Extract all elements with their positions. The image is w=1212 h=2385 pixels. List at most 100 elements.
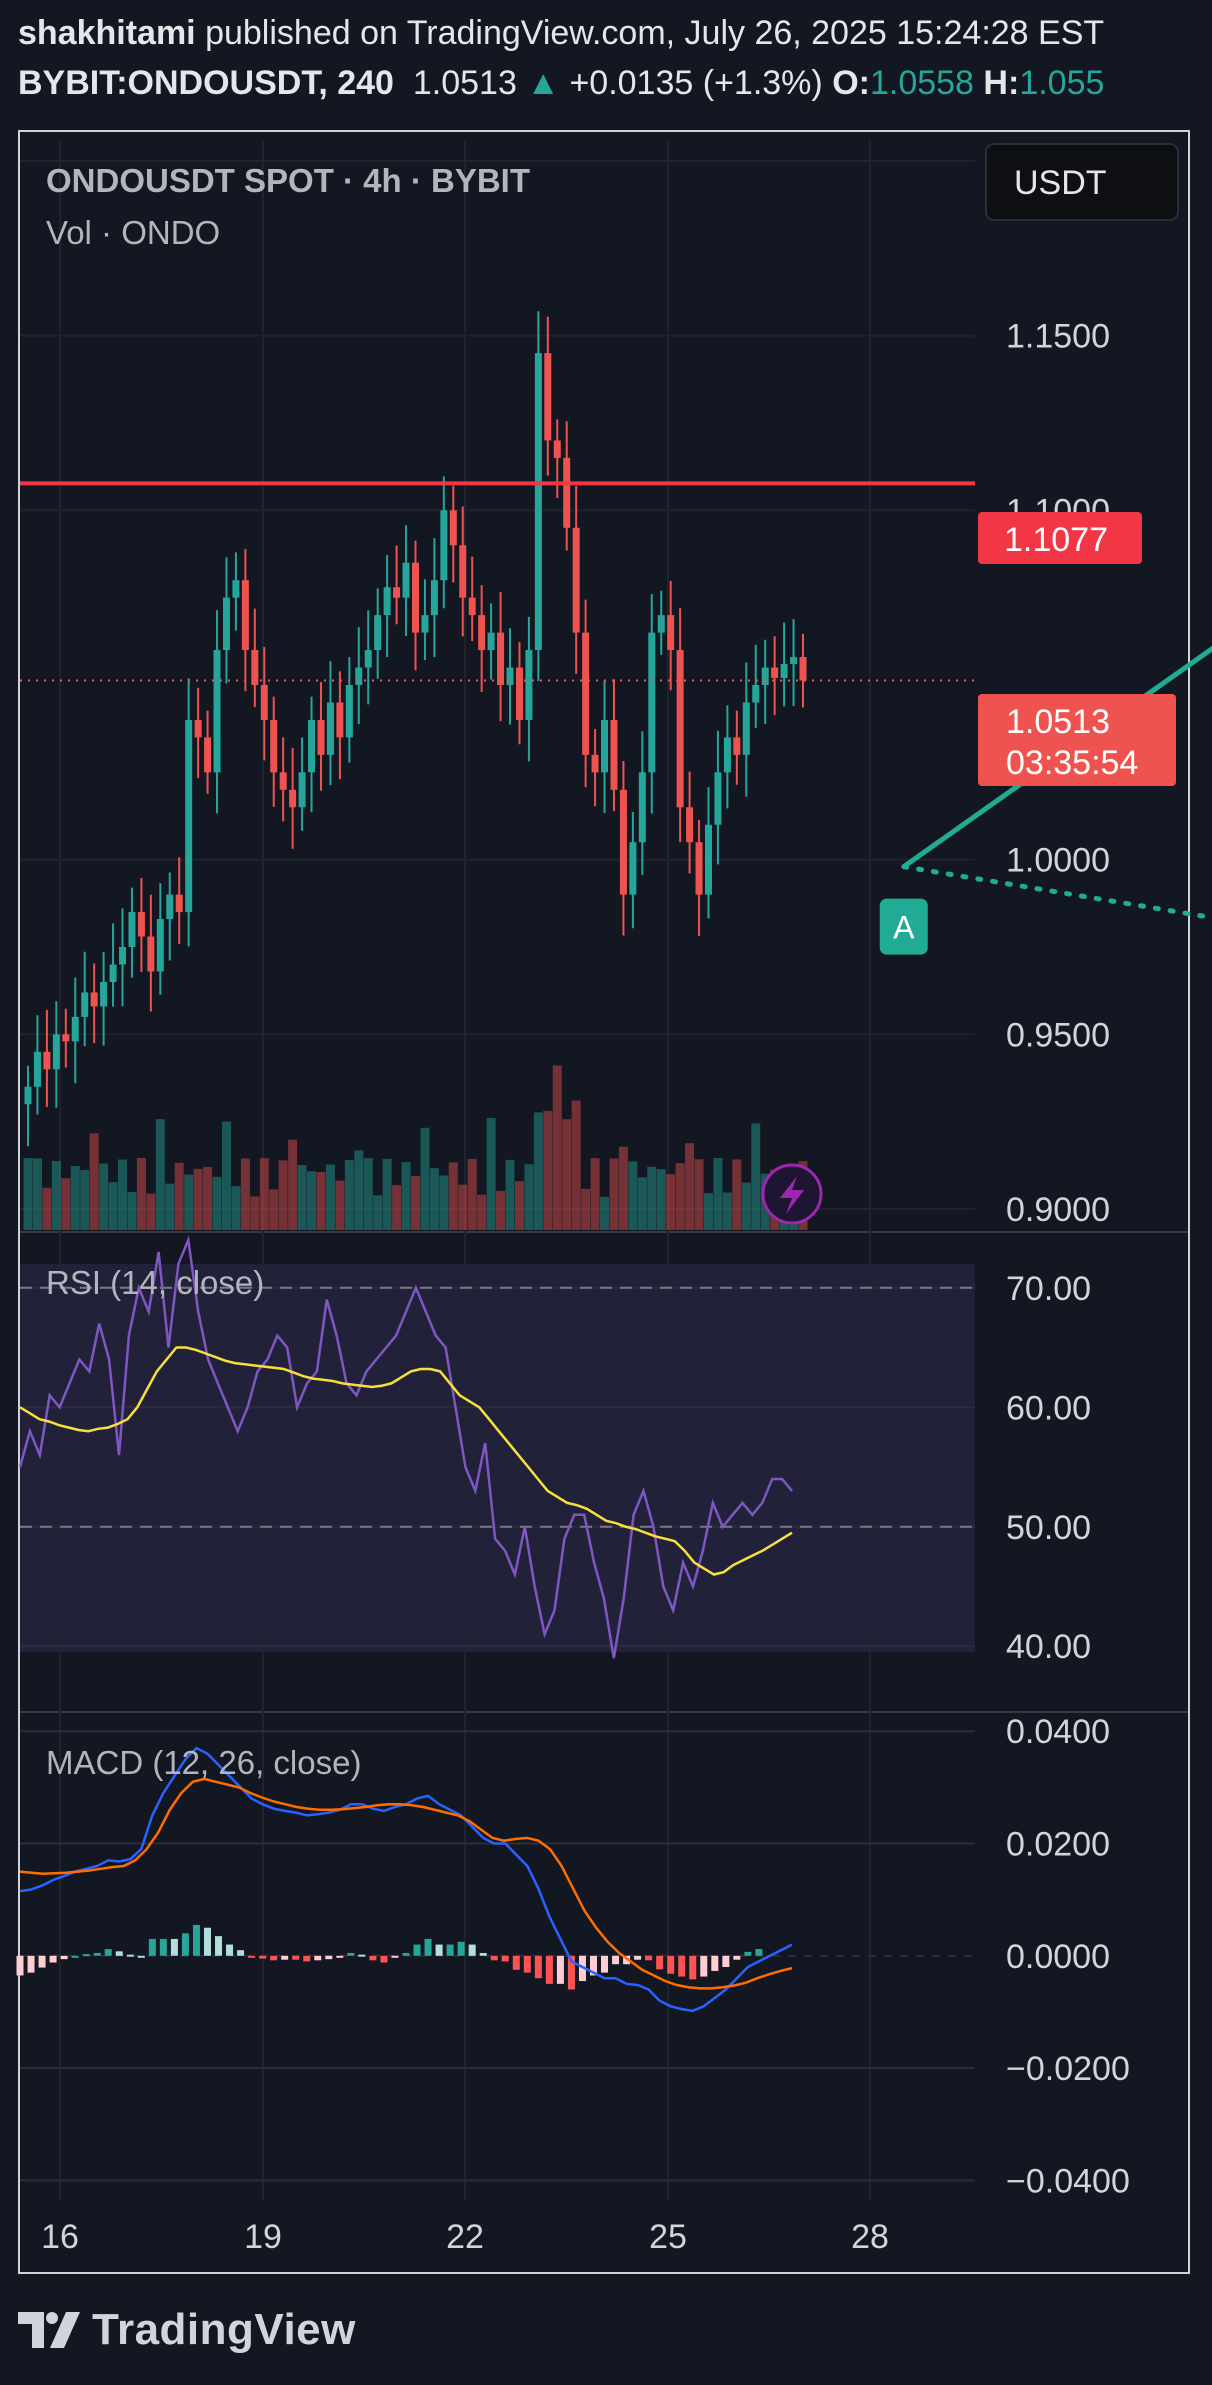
candle-body xyxy=(591,754,599,773)
currency-button[interactable] xyxy=(985,143,1179,221)
candle-body xyxy=(185,719,193,913)
volume-bar xyxy=(675,1163,685,1230)
macd-histogram-bar xyxy=(60,1955,68,1960)
currency-button-label: USDT xyxy=(1014,164,1107,202)
abcd-pattern[interactable]: ABCD1.320.752 xyxy=(879,206,1212,1127)
macd-histogram-bar xyxy=(722,1955,730,1968)
open-value: 1.0558 xyxy=(869,64,974,102)
volume-bar xyxy=(316,1172,326,1230)
time-tick-label: 16 xyxy=(41,2218,79,2256)
macd-tick-label: −0.0400 xyxy=(1006,2162,1130,2200)
high-value: 1.055 xyxy=(1019,64,1105,102)
candle-body xyxy=(33,1051,41,1087)
volume-bar xyxy=(411,1175,420,1230)
price-axis[interactable]: 0.90000.95001.00001.10001.15001.200040.0… xyxy=(1006,143,1130,2200)
macd-histogram-bar xyxy=(556,1955,564,1984)
candle-body xyxy=(771,667,779,679)
pattern-point-badge xyxy=(879,898,928,955)
macd-histogram-bar xyxy=(170,1938,178,1956)
candle-body xyxy=(90,992,98,1007)
rsi-background-band xyxy=(20,1264,975,1652)
candle-body xyxy=(421,615,429,633)
candle-body xyxy=(308,719,316,773)
volume-bar xyxy=(486,1118,496,1230)
macd-histogram-bar xyxy=(567,1955,575,1990)
macd-histogram-bar xyxy=(314,1955,322,1961)
candle-body xyxy=(704,824,712,895)
brand-name: TradingView xyxy=(92,2305,356,2354)
macd-histogram-bar xyxy=(523,1955,531,1973)
volume-bar xyxy=(155,1119,165,1230)
volume-bar xyxy=(713,1158,723,1230)
macd-title[interactable]: MACD (12, 26, close) xyxy=(46,1744,361,1781)
macd-histogram-bar xyxy=(27,1955,35,1973)
macd-histogram-bar xyxy=(369,1955,377,1961)
price-tick-label: 0.9500 xyxy=(1006,1016,1110,1054)
candle-body xyxy=(194,719,202,738)
candle-body xyxy=(175,894,183,913)
candle-body xyxy=(128,912,136,948)
macd-histogram-bar xyxy=(192,1924,200,1956)
macd-histogram-bar xyxy=(380,1955,388,1963)
rsi-lines xyxy=(18,1235,793,1659)
rsi-tick-label: 60.00 xyxy=(1006,1389,1091,1427)
volume-bar xyxy=(543,1110,553,1230)
up-arrow-icon: ▲ xyxy=(526,64,560,102)
macd-histogram-bar xyxy=(689,1955,697,1980)
macd-histogram-bar xyxy=(402,1952,410,1956)
candle-body xyxy=(270,719,278,773)
rsi-title[interactable]: RSI (14, close) xyxy=(46,1264,264,1301)
price-tick-label: 1.1500 xyxy=(1006,318,1110,356)
macd-histogram-bar xyxy=(281,1955,289,1960)
time-tick-label: 25 xyxy=(649,2218,687,2256)
candle-body xyxy=(71,1016,79,1042)
volume-bar xyxy=(524,1164,534,1230)
candle-body xyxy=(515,667,523,720)
candle-body xyxy=(563,457,571,528)
candle-body xyxy=(667,615,675,651)
macd-histogram-bar xyxy=(104,1949,112,1956)
candle-body xyxy=(506,667,514,685)
tradingview-logo[interactable]: TradingView xyxy=(18,2300,356,2360)
candle-body xyxy=(137,912,145,937)
volume-bar xyxy=(637,1177,647,1230)
macd-histogram-bar xyxy=(93,1952,101,1956)
volume-bar xyxy=(231,1186,241,1230)
volume-bar xyxy=(722,1192,732,1230)
volume-bar xyxy=(458,1184,468,1230)
high-label: H: xyxy=(983,64,1020,102)
volume-bar xyxy=(32,1158,42,1230)
macd-histogram-bar xyxy=(512,1955,520,1970)
candle-body xyxy=(364,650,372,668)
volume-bar xyxy=(165,1183,175,1230)
volume-bar xyxy=(628,1161,638,1230)
candle-body xyxy=(232,580,240,598)
candle-body xyxy=(686,807,694,843)
macd-tick-label: −0.0200 xyxy=(1006,2050,1130,2088)
volume-bar xyxy=(533,1112,543,1230)
candle-body xyxy=(166,894,174,920)
volume-bar xyxy=(278,1160,288,1230)
candle-body xyxy=(676,650,684,808)
author-name[interactable]: shakhitami xyxy=(18,14,196,52)
macd-histogram-bar xyxy=(413,1944,421,1956)
time-tick-label: 22 xyxy=(446,2218,484,2256)
volume-bar xyxy=(288,1139,298,1230)
candle-body xyxy=(241,580,249,651)
candle-body xyxy=(156,919,164,972)
price-change: +0.0135 (+1.3%) xyxy=(569,64,823,102)
candle-body xyxy=(24,1086,32,1105)
volume-bar xyxy=(118,1159,128,1230)
last-price: 1.0513 xyxy=(412,64,517,102)
candle-body xyxy=(100,981,108,1007)
rsi-ma-line xyxy=(19,1346,793,1576)
last-price-tag xyxy=(978,694,1176,786)
volume-label[interactable]: Vol · ONDO xyxy=(46,214,220,251)
macd-histogram-bar xyxy=(490,1955,498,1961)
macd-histogram-bar xyxy=(667,1955,675,1974)
candle-body xyxy=(525,650,533,720)
pane-title[interactable]: ONDOUSDT SPOT · 4h · BYBIT xyxy=(46,162,530,199)
volume-bar xyxy=(193,1168,203,1230)
time-axis[interactable]: 16 19 22 25 28 xyxy=(41,2218,889,2256)
